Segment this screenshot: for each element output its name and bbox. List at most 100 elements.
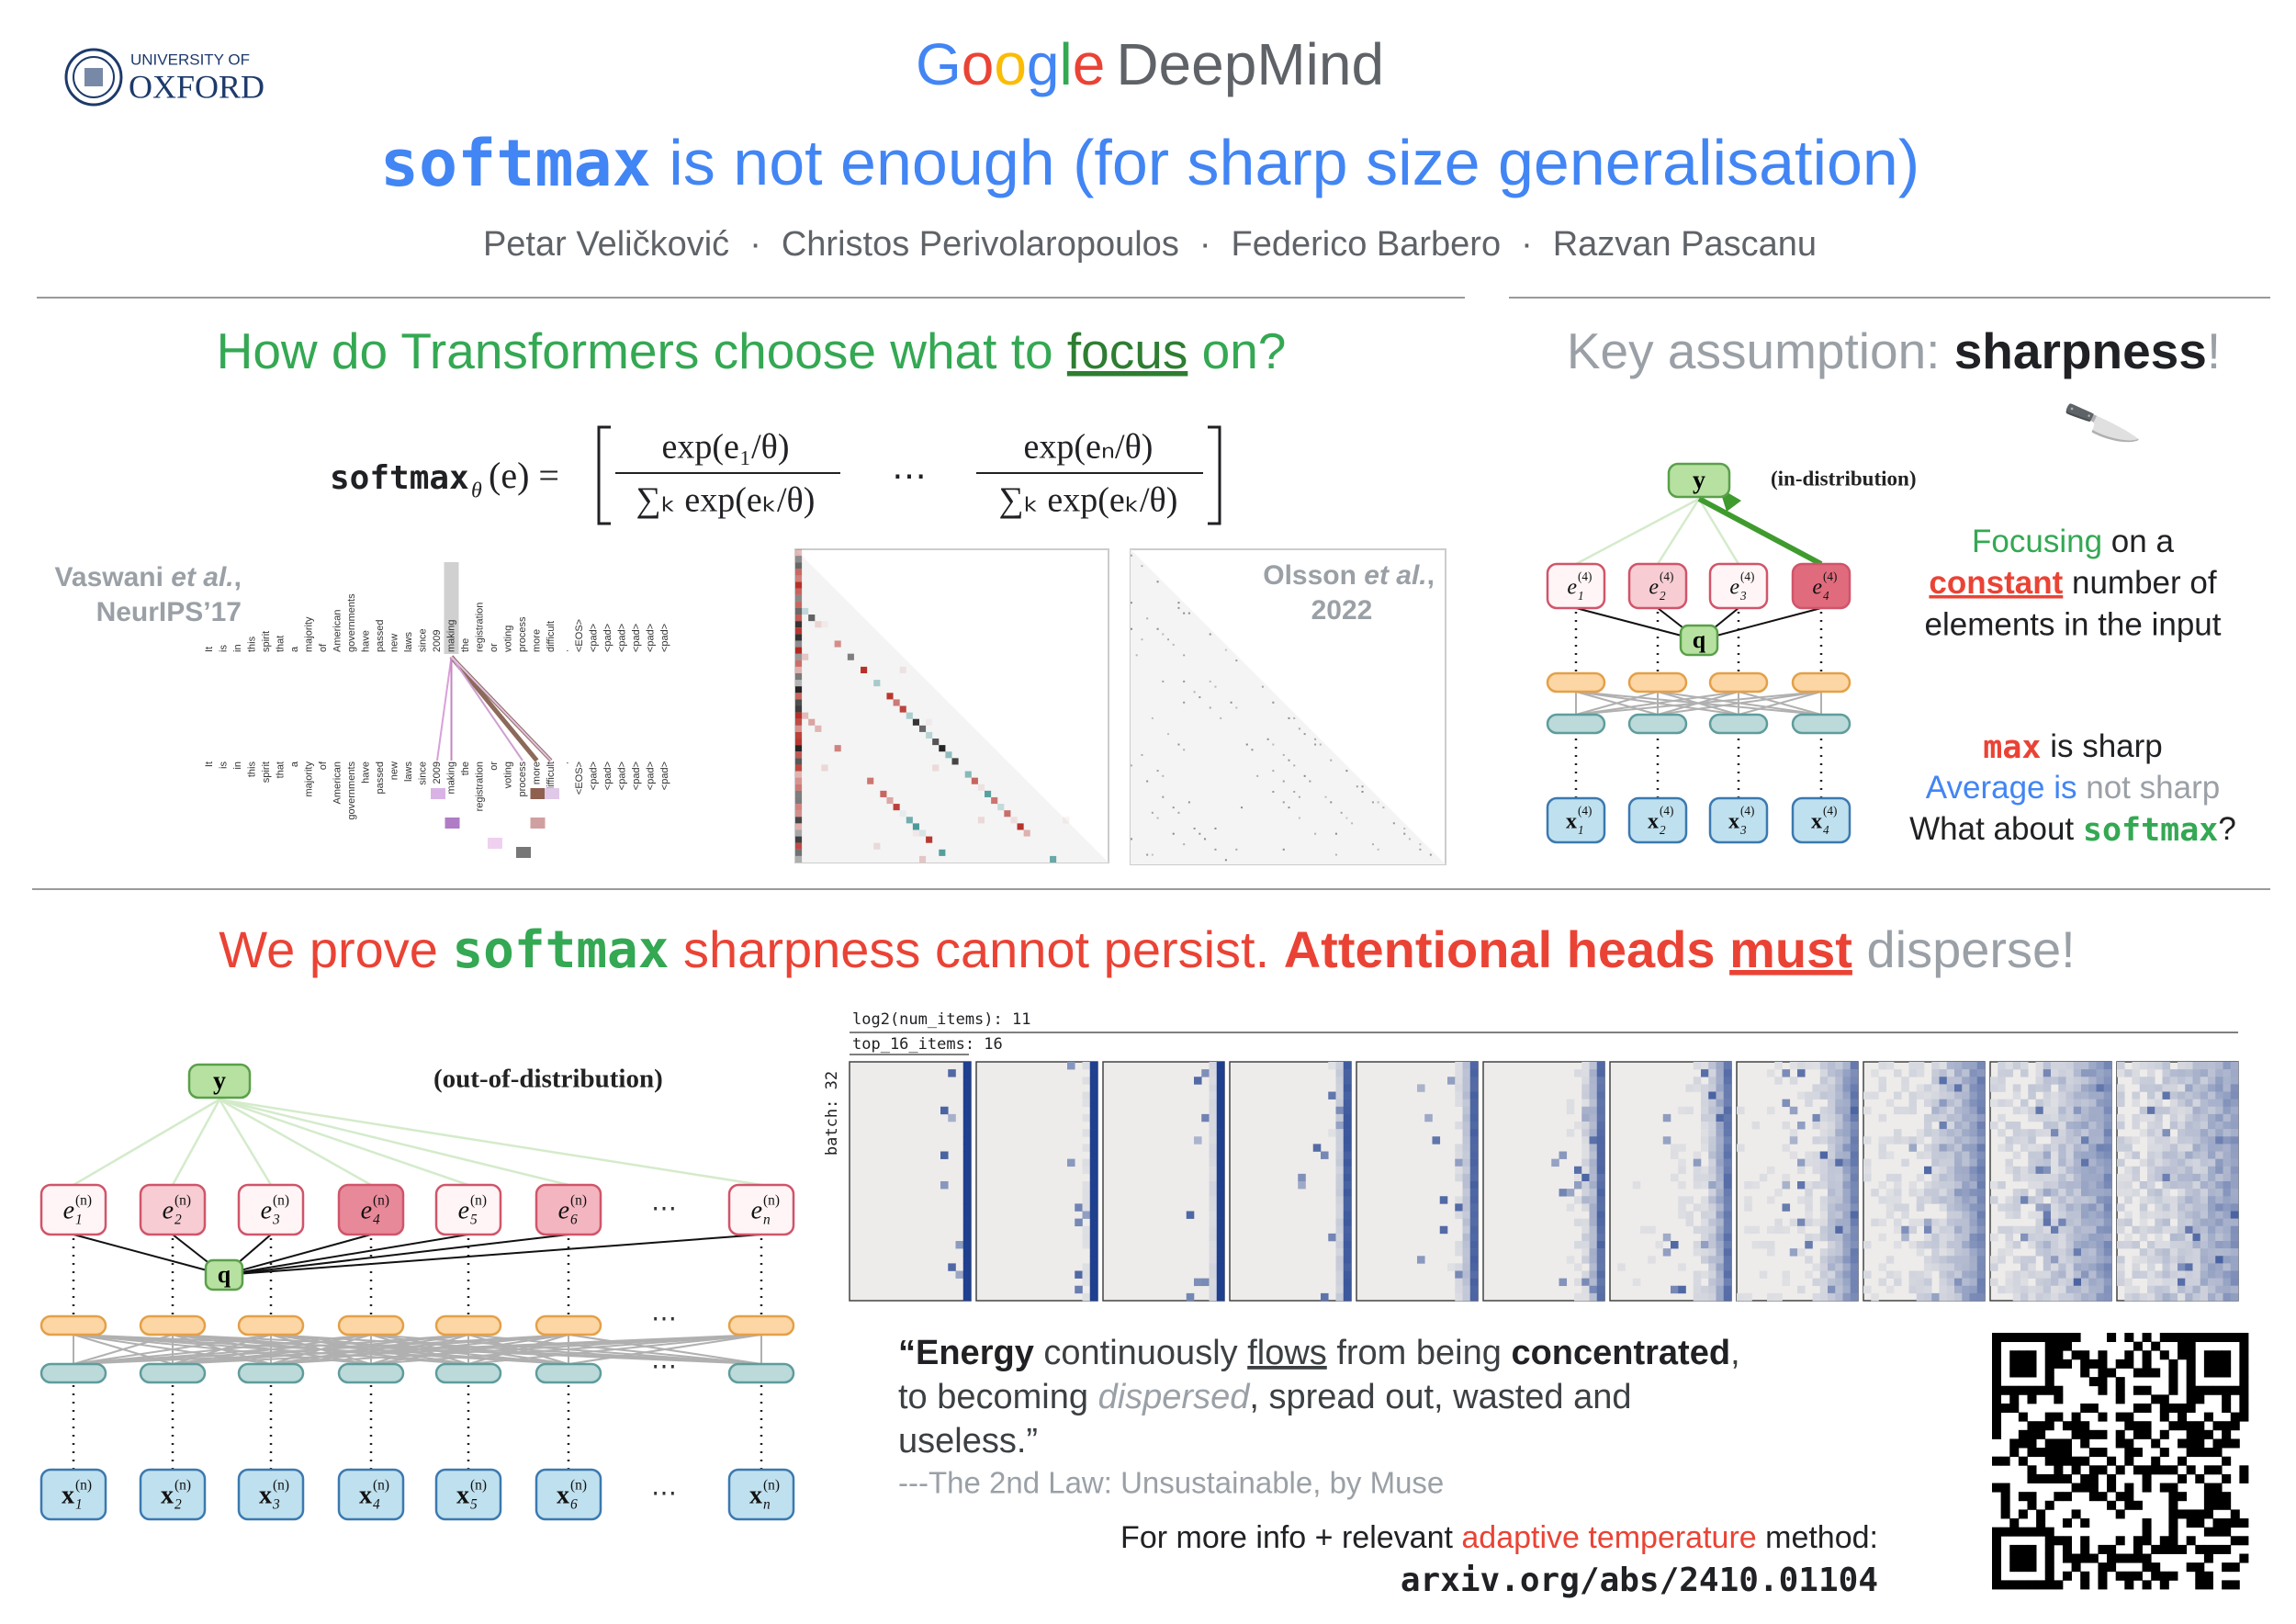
node-sub: 3: [272, 1497, 280, 1513]
paper-link[interactable]: arxiv.org/abs/2410.01104: [1401, 1562, 1878, 1599]
author: Federico Barbero: [1231, 225, 1501, 264]
deepmind-wordmark: DeepMind: [1116, 31, 1384, 97]
heat-cell: [1924, 1196, 1932, 1204]
heat-cell: [1312, 1144, 1322, 1152]
note-line: constant number of: [1929, 565, 2216, 601]
heat-cell: [1377, 801, 1379, 804]
heat-cell: [1662, 1136, 1671, 1145]
heat-cell: [1089, 1225, 1098, 1235]
qr-module: [2018, 1438, 2028, 1449]
heat-cell: [1455, 1151, 1463, 1159]
qr-module: [2018, 1412, 2028, 1422]
heat-cell: [2185, 1122, 2193, 1130]
heat-cell: [1589, 1241, 1598, 1249]
heat-cell: [2208, 1158, 2216, 1167]
heat-cell: [1462, 1122, 1471, 1130]
qr-code[interactable]: [1992, 1333, 2249, 1590]
heat-cell: [1216, 1233, 1225, 1242]
heat-cell: [2155, 1173, 2163, 1182]
heat-cell: [1716, 1225, 1725, 1235]
heat-cell: [2051, 1189, 2059, 1197]
heat-cell: [1962, 1144, 1970, 1152]
heat-cell: [2208, 1211, 2216, 1219]
heat-cell: [1708, 1158, 1716, 1167]
heat-cell: [1298, 1173, 1306, 1182]
heat-cell: [1767, 1196, 1775, 1204]
heat-cell: [1954, 1278, 1963, 1287]
qr-module: [2222, 1580, 2232, 1590]
qr-module: [2186, 1438, 2196, 1449]
heat-cell: [2132, 1122, 2141, 1130]
heat-cell: [2035, 1181, 2044, 1190]
heat-cell: [1924, 1099, 1932, 1108]
heat-cell: [948, 1113, 956, 1122]
heat-cell: [2223, 1203, 2232, 1212]
qr-module: [2159, 1571, 2169, 1581]
heat-cell: [2081, 1173, 2089, 1182]
heat-cell: [1962, 1189, 1970, 1197]
heat-cell: [1744, 1292, 1752, 1302]
heat-cell: [1871, 1218, 1879, 1227]
heat-cell: [1759, 1173, 1768, 1182]
heat-cell: [1990, 1181, 1998, 1190]
qr-module: [2151, 1438, 2161, 1449]
heat-cell: [1969, 1292, 1978, 1302]
heat-cell: [2043, 1181, 2052, 1190]
heat-cell: [2169, 1091, 2178, 1100]
qr-module: [2080, 1536, 2090, 1546]
heat-cell: [962, 1084, 972, 1092]
heat-cell: [2096, 1173, 2105, 1182]
heat-cell: [1075, 1285, 1083, 1294]
qr-module: [1992, 1359, 2002, 1369]
ellipsis: ⋯: [651, 1478, 677, 1506]
authors: Petar Veličković · Christos Perivolaropoul…: [483, 225, 1817, 264]
heat-cell: [2155, 1151, 2163, 1159]
heat-cell: [2103, 1077, 2112, 1085]
heat-cell: [1216, 1069, 1225, 1077]
heat-cell: [1931, 1181, 1940, 1190]
qr-module: [2203, 1580, 2213, 1590]
bracket: [1208, 425, 1221, 525]
heat-cell: [1723, 1099, 1732, 1108]
heat-cell: [1954, 1129, 1963, 1137]
heat-cell: [962, 1173, 972, 1182]
heat-cell: [1976, 1166, 1986, 1175]
heat-cell: [1962, 1099, 1970, 1108]
qr-module: [2036, 1473, 2046, 1483]
heat-cell: [1335, 1292, 1345, 1302]
heat-cell: [2088, 1106, 2097, 1115]
heat-cell: [795, 796, 803, 805]
heat-cell: [2081, 1166, 2089, 1175]
heat-cell: [1828, 1203, 1836, 1212]
qr-module: [2098, 1448, 2108, 1458]
qr-module: [1992, 1562, 2002, 1573]
token-highlight: [444, 562, 459, 654]
heat-cell: [1455, 1091, 1463, 1100]
heat-cell: [2043, 1225, 2052, 1235]
heat-cell: [1589, 1099, 1598, 1108]
heat-cell: [2081, 1292, 2089, 1302]
heat-cell: [2208, 1189, 2216, 1197]
heat-cell: [1850, 1211, 1859, 1219]
heat-cell: [2200, 1203, 2209, 1212]
note-line: Average is not sharp: [1926, 770, 2220, 806]
heat-cell: [1976, 1292, 1986, 1302]
heat-cell: [1835, 1292, 1843, 1302]
heat-cell: [795, 569, 803, 576]
heat-cell: [2192, 1270, 2201, 1279]
heat-cell: [1871, 1189, 1879, 1197]
qr-module: [2000, 1527, 2010, 1537]
heat-cell: [1976, 1158, 1986, 1167]
heat-cell: [1596, 1106, 1605, 1115]
heat-cell: [2028, 1113, 2036, 1122]
heat-cell: [1235, 706, 1238, 709]
heat-cell: [1946, 1292, 1955, 1302]
heat-cell: [1335, 1062, 1345, 1070]
qr-module: [2230, 1580, 2240, 1590]
heat-cell: [1797, 1122, 1806, 1130]
heat-cell: [1939, 1181, 1948, 1190]
hidden-node: [237, 1362, 305, 1384]
heat-cell: [1946, 1091, 1955, 1100]
heat-cell: [1589, 1233, 1598, 1242]
heat-cell: [2096, 1099, 2105, 1108]
